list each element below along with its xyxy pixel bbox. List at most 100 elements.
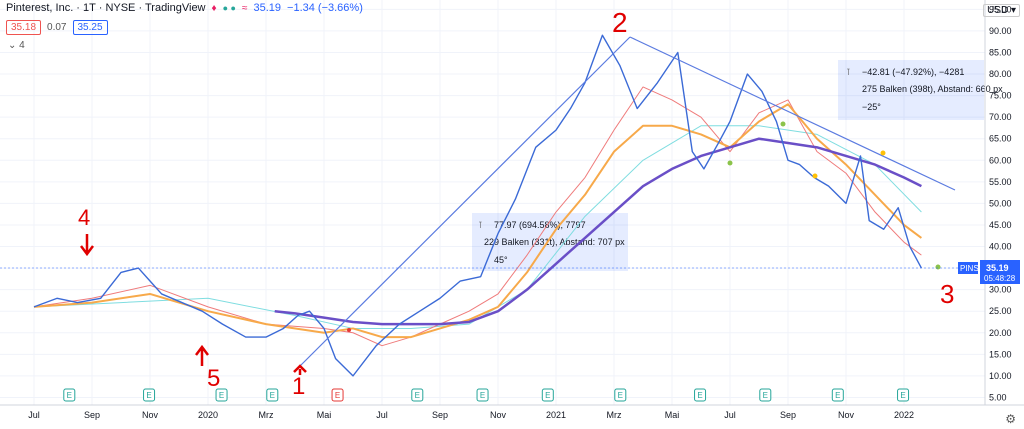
market-status-icon: ● ● [222,3,236,13]
x-tick-label: Sep [432,410,448,420]
x-tick-label: Nov [490,410,507,420]
handwritten-annotations: 4 5 1 2 3 [78,7,954,400]
earnings-e-icon: E [831,388,844,402]
earnings-e-icon: E [614,388,627,402]
x-tick-label: Jul [724,410,736,420]
measure-icon: ⊺ [846,67,851,77]
countdown-value: 05:48:28 [984,274,1016,283]
earnings-e-icon: E [759,388,772,402]
svg-text:E: E [146,391,151,400]
grid [0,0,985,405]
x-tick-label: 2021 [546,410,566,420]
y-tick-label: 70.00 [989,112,1012,122]
svg-text:E: E [835,391,840,400]
y-tick-label: 30.00 [989,285,1012,295]
spread-value: 0.07 [47,22,67,33]
annotation-3: 3 [940,279,954,309]
earnings-e-icon: E [476,388,489,402]
measure-1-angle: 45° [494,255,508,265]
measure-2-line-2: 275 Balken (398t), Abstand: 660 px [862,84,1003,94]
x-tick-label: 2020 [198,410,218,420]
y-tick-label: 45.00 [989,220,1012,230]
indicators-toggle[interactable]: ⌄ 4 [8,40,25,51]
svg-text:E: E [335,391,340,400]
symbol-title[interactable]: Pinterest, Inc. · 1T · NYSE · TradingVie… [6,2,206,14]
flag-icon[interactable]: ♦ [211,2,217,14]
earnings-e-icon: E [215,388,228,402]
x-tick-label: Mrz [259,410,274,420]
y-tick-label: 65.00 [989,134,1012,144]
annotation-4: 4 [78,205,90,230]
x-tick-label: Jul [28,410,40,420]
last-price-value: 35.19 [986,263,1009,273]
chevron-down-icon: ⌄ [8,40,17,51]
currency-select[interactable]: USD ▾ [983,4,1020,17]
markers [347,121,941,332]
svg-text:E: E [697,391,702,400]
y-tick-label: 20.00 [989,328,1012,338]
signal-dot [780,121,786,127]
trend-line-up [295,36,631,371]
y-tick-label: 40.00 [989,242,1012,252]
earnings-e-icon: E [63,388,76,402]
price-change: −1.34 (−3.66%) [287,2,363,14]
ma-fast-line [33,86,922,347]
signal-dot [347,328,351,332]
ticker-label: PINS [960,264,979,273]
series-lines [33,34,923,377]
annotation-2: 2 [612,7,628,38]
svg-text:E: E [415,391,420,400]
annotation-arrow-1 [293,364,307,375]
ask-button[interactable]: 35.25 [72,20,108,35]
y-tick-label: 60.00 [989,155,1012,165]
earnings-e-icon: E [266,388,279,402]
y-axis: 5.0010.0015.0020.0025.0030.0035.0040.004… [984,0,1012,405]
x-axis: Jul Sep Nov 2020 Mrz Mai Jul Sep Nov 2021 Mrz Mai Ju… [0,404,1024,420]
svg-text:E: E [900,391,905,400]
measure-2-line-1: −42.81 (−47.92%), −4281 [862,67,964,77]
earnings-e-icon: E [411,388,424,402]
annotation-arrow-4 [80,234,94,257]
x-tick-label: Mrz [607,410,622,420]
measure-1-line-2: 229 Balken (331t), Abstand: 707 px [484,237,625,247]
trend-line-down [629,36,956,191]
last-price-label: PINS 35.19 05:48:28 [0,260,1020,284]
x-tick-label: Jul [376,410,388,420]
y-tick-label: 15.00 [989,349,1012,359]
y-tick-label: 25.00 [989,306,1012,316]
svg-text:E: E [618,391,623,400]
price-line [33,34,923,377]
measure-icon: ⊺ [478,220,483,230]
measure-2-angle: −25° [862,102,881,112]
earnings-e-icon: E [541,388,554,402]
annotation-1: 1 [292,373,305,400]
svg-text:E: E [219,391,224,400]
compare-icon[interactable]: ≈ [242,2,248,14]
earnings-e-icon: E [694,388,707,402]
y-tick-label: 75.00 [989,91,1012,101]
y-tick-label: 95.00 [989,4,1012,14]
y-tick-label: 80.00 [989,69,1012,79]
svg-text:E: E [545,391,550,400]
signal-dot [812,173,818,179]
measure-1-line-1: 77.97 (694.58%), 7797 [494,220,586,230]
trend-lines [295,36,956,371]
measure-box-2: −42.81 (−47.92%), −4281 275 Balken (398t… [838,60,1003,120]
annotation-5: 5 [207,365,220,392]
svg-text:E: E [270,391,275,400]
symbol-header: Pinterest, Inc. · 1T · NYSE · TradingVie… [6,2,363,14]
earnings-e-icon: E [331,388,344,402]
x-tick-label: Mai [665,410,680,420]
gear-icon[interactable]: ⚙ [1005,412,1016,426]
last-price: 35.19 [253,2,282,14]
x-tick-label: Sep [780,410,796,420]
quote-row: 35.18 0.07 35.25 [6,20,108,35]
x-tick-label: Sep [84,410,100,420]
y-tick-label: 85.00 [989,47,1012,57]
indicator-count: 4 [19,40,25,51]
bid-button[interactable]: 35.18 [6,20,42,35]
y-tick-label: 50.00 [989,198,1012,208]
earnings-e-icon: E [897,388,910,402]
